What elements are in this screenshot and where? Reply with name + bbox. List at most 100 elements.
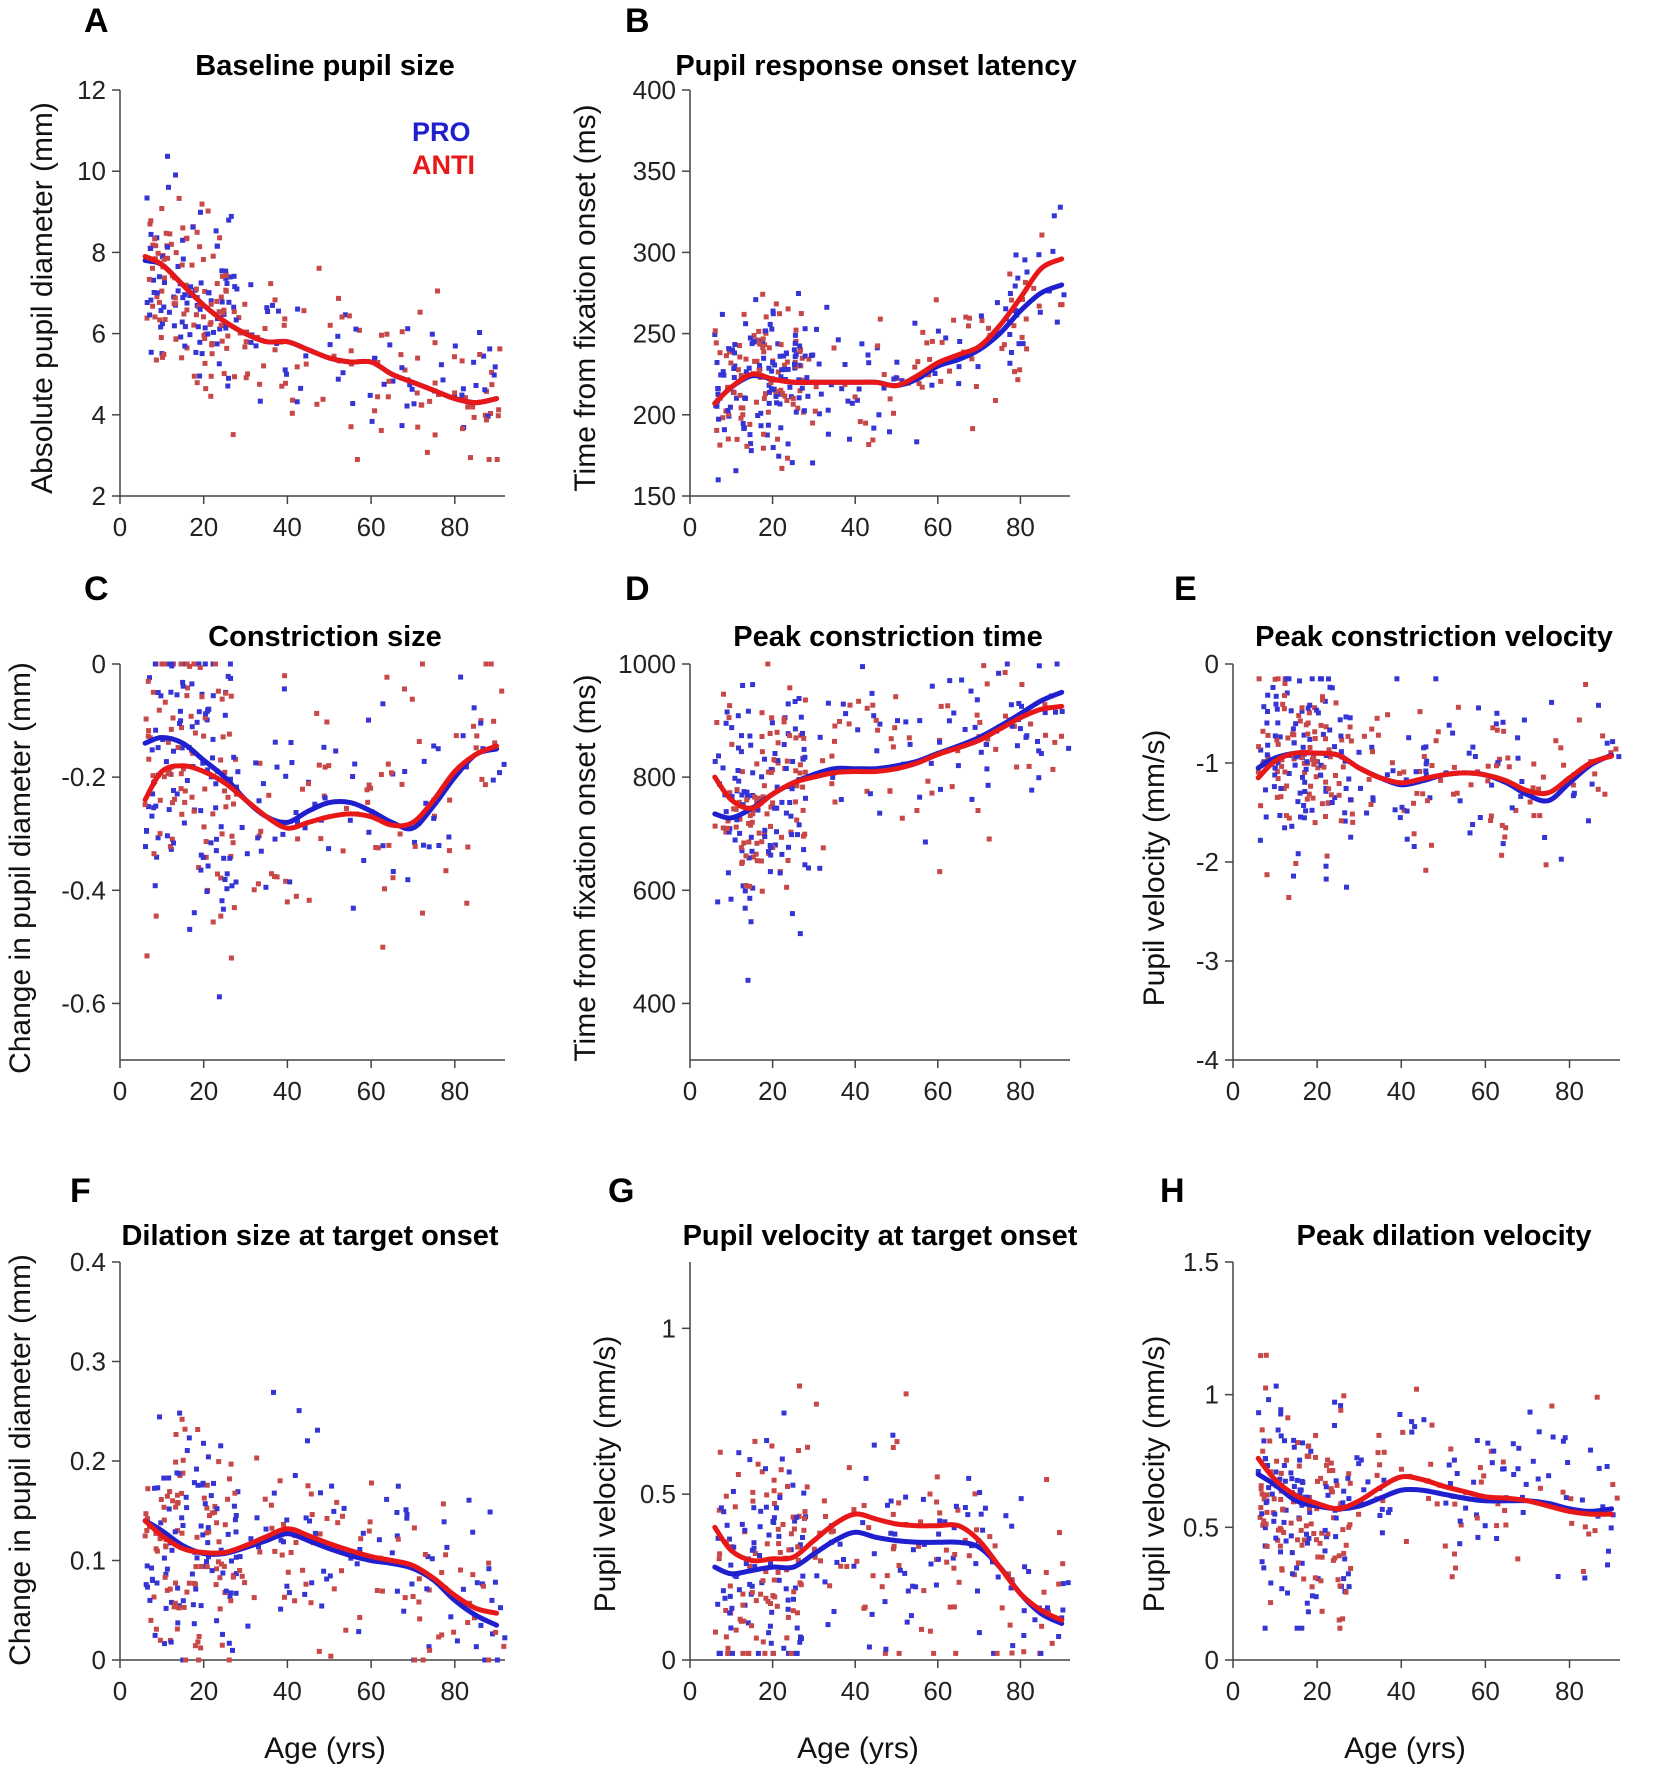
data-point-anti (257, 760, 263, 766)
data-point-pro (381, 381, 387, 387)
data-point-pro (1370, 795, 1376, 801)
data-point-anti (208, 393, 214, 399)
x-tick-label: 20 (1303, 1676, 1332, 1706)
x-tick-label: 0 (683, 1076, 697, 1106)
data-point-anti (806, 356, 812, 362)
data-point-pro (1519, 779, 1525, 784)
data-point-pro (233, 1554, 239, 1560)
data-point-anti (767, 731, 773, 736)
data-point-pro (785, 1597, 791, 1603)
data-point-anti (829, 781, 835, 787)
data-point-anti (967, 315, 972, 321)
data-point-pro (748, 742, 754, 748)
data-point-pro (1596, 702, 1601, 708)
data-point-pro (1489, 1460, 1495, 1466)
data-point-anti (195, 1639, 201, 1645)
data-point-pro (153, 727, 159, 733)
data-point-anti (765, 409, 771, 415)
data-point-pro (1050, 248, 1056, 254)
data-point-anti (167, 1489, 173, 1495)
data-point-pro (800, 756, 806, 762)
data-point-pro (164, 833, 170, 839)
data-point-pro (830, 774, 836, 780)
data-point-pro (1475, 1534, 1481, 1540)
data-point-pro (1273, 1469, 1279, 1475)
data-point-pro (888, 1498, 894, 1504)
data-point-pro (727, 1610, 733, 1616)
data-point-anti (1474, 1515, 1480, 1521)
data-point-pro (932, 371, 938, 376)
data-point-pro (726, 346, 732, 352)
data-point-anti (201, 824, 207, 830)
data-point-pro (740, 883, 746, 889)
data-point-pro (746, 855, 752, 861)
data-point-pro (150, 791, 156, 797)
data-point-anti (994, 1650, 1000, 1656)
data-point-anti (339, 314, 345, 320)
data-point-pro (353, 326, 359, 332)
data-point-anti (755, 337, 761, 343)
data-point-pro (1520, 1510, 1526, 1515)
panel-title: Peak constriction time (733, 621, 1042, 653)
data-point-anti (372, 408, 378, 414)
data-point-pro (258, 848, 264, 854)
data-point-anti (1333, 773, 1338, 778)
x-tick-label: 80 (440, 512, 469, 542)
x-tick-label: 60 (923, 512, 952, 542)
data-point-pro (774, 784, 780, 790)
data-point-anti (1325, 1457, 1331, 1463)
data-point-anti (1312, 729, 1318, 735)
data-point-pro (745, 1620, 751, 1626)
data-point-anti (784, 398, 790, 403)
data-point-pro (1294, 1625, 1300, 1631)
data-point-anti (1592, 1528, 1598, 1534)
data-point-pro (224, 886, 230, 892)
data-point-anti (1340, 1616, 1346, 1622)
data-point-anti (222, 769, 228, 775)
data-point-pro (1341, 1576, 1347, 1582)
data-point-anti (955, 1507, 961, 1513)
data-point-pro (791, 347, 797, 353)
data-point-pro (721, 372, 727, 378)
data-point-anti (771, 1488, 777, 1494)
data-point-anti (890, 1511, 896, 1517)
data-point-anti (231, 309, 237, 315)
data-point-pro (778, 425, 784, 431)
data-point-anti (420, 1657, 426, 1663)
data-point-pro (1035, 739, 1040, 744)
data-point-pro (143, 844, 148, 850)
data-point-anti (952, 1552, 958, 1557)
data-point-anti (861, 1605, 867, 1611)
data-point-anti (759, 1469, 765, 1475)
data-point-pro (1013, 252, 1019, 258)
data-point-pro (796, 362, 802, 368)
data-point-pro (1364, 810, 1370, 816)
data-point-anti (791, 1589, 797, 1595)
data-point-pro (157, 1414, 162, 1420)
data-point-anti (951, 1604, 957, 1610)
data-point-pro (734, 395, 739, 401)
data-point-pro (787, 384, 793, 390)
data-point-anti (804, 1484, 810, 1490)
data-point-anti (153, 357, 159, 363)
data-point-anti (772, 1501, 777, 1506)
data-point-pro (712, 759, 718, 764)
y-tick-label: 1 (662, 1313, 676, 1343)
data-point-anti (798, 1582, 804, 1588)
data-point-anti (725, 411, 731, 417)
data-point-pro (748, 834, 754, 840)
data-point-pro (772, 751, 778, 756)
data-point-anti (151, 851, 157, 857)
data-point-anti (295, 836, 301, 842)
data-point-pro (777, 353, 783, 359)
data-point-pro (399, 365, 405, 371)
data-point-anti (470, 404, 476, 410)
data-point-pro (1482, 1523, 1488, 1529)
data-point-anti (180, 225, 186, 231)
data-point-anti (191, 661, 197, 667)
data-point-anti (763, 314, 769, 320)
data-point-anti (1050, 766, 1056, 772)
data-point-pro (1299, 1625, 1305, 1631)
data-point-pro (148, 231, 154, 237)
